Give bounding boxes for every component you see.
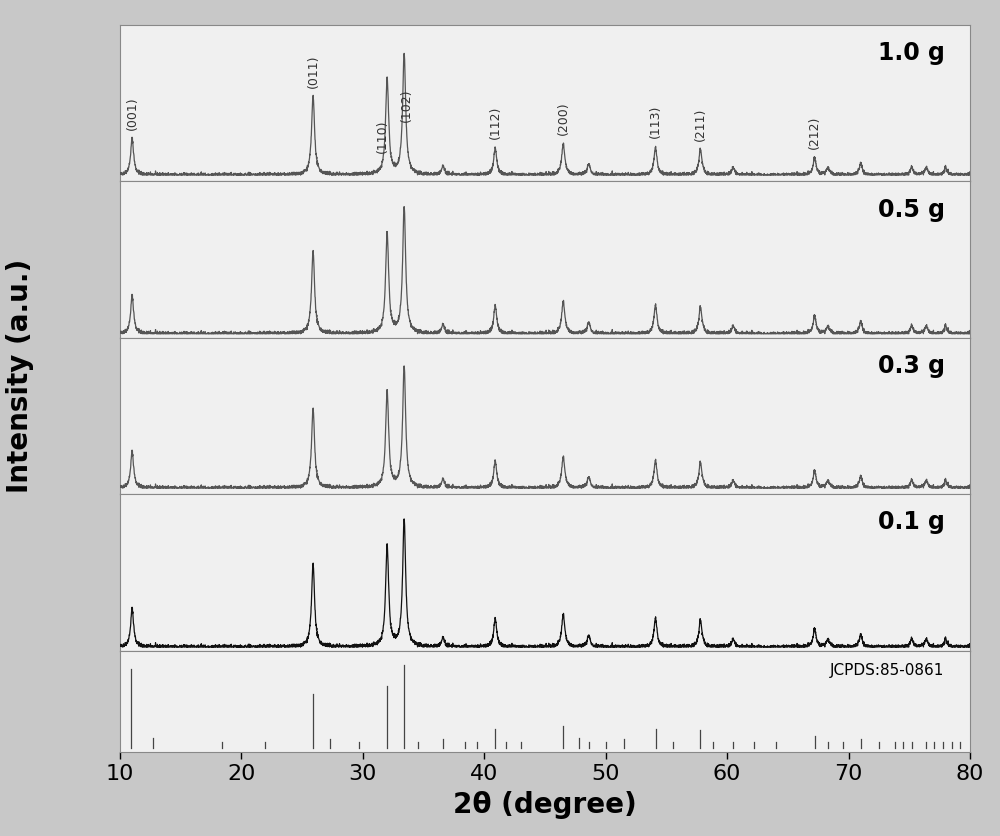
Text: (212): (212) bbox=[808, 115, 821, 149]
Text: JCPDS:85-0861: JCPDS:85-0861 bbox=[830, 663, 944, 678]
Text: 0.3 g: 0.3 g bbox=[878, 354, 944, 378]
Text: (102): (102) bbox=[400, 89, 413, 122]
Text: (011): (011) bbox=[307, 54, 320, 88]
Text: (110): (110) bbox=[376, 120, 389, 153]
Text: 0.5 g: 0.5 g bbox=[878, 197, 944, 222]
Text: 2θ (degree): 2θ (degree) bbox=[453, 792, 637, 819]
Text: (113): (113) bbox=[649, 104, 662, 138]
Text: (001): (001) bbox=[126, 96, 139, 130]
Text: 0.1 g: 0.1 g bbox=[878, 511, 944, 534]
Text: (211): (211) bbox=[694, 107, 707, 140]
Text: (112): (112) bbox=[489, 106, 502, 140]
Text: Intensity (a.u.): Intensity (a.u.) bbox=[6, 259, 34, 493]
Text: 1.0 g: 1.0 g bbox=[878, 41, 944, 65]
Text: (200): (200) bbox=[557, 101, 570, 135]
